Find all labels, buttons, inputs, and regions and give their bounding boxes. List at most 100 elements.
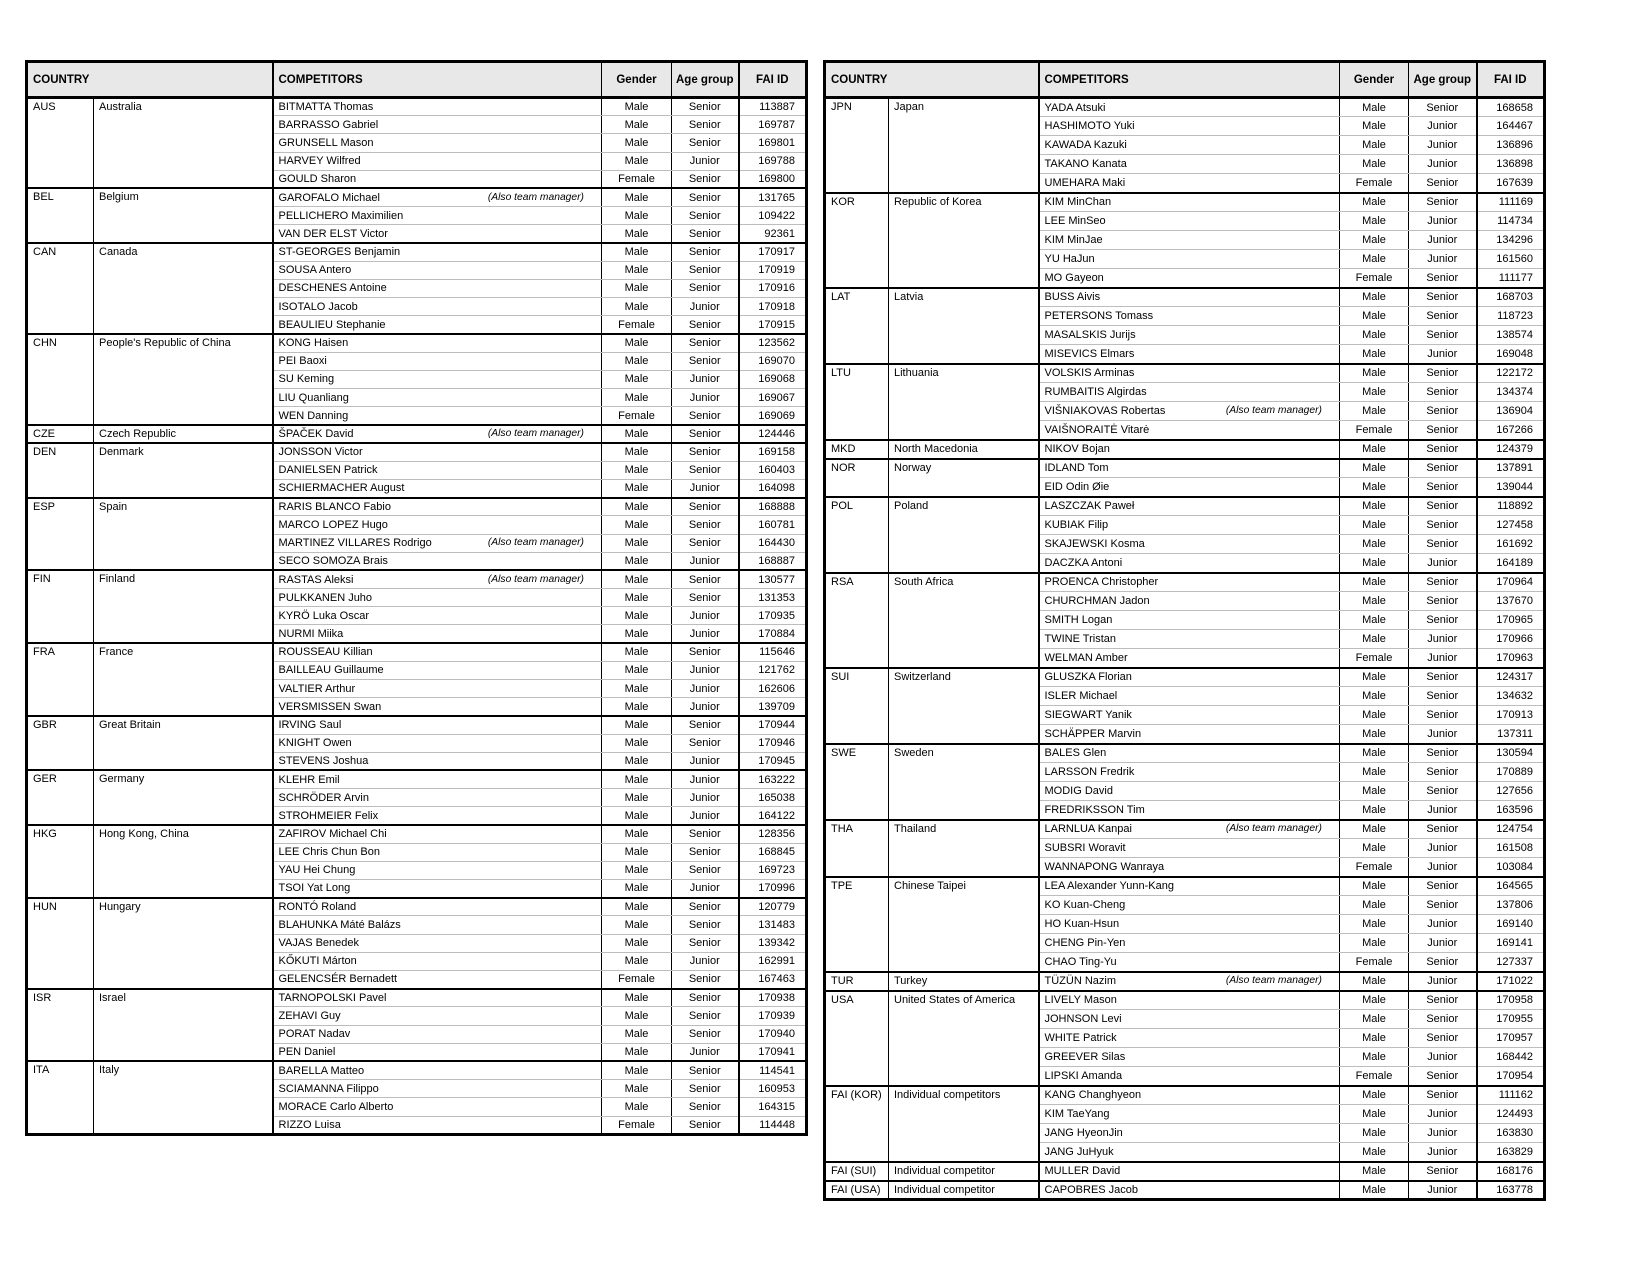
competitor-row: PELLICHERO Maximilien Male Senior 109422 (27, 206, 807, 226)
competitor-name: BEAULIEU Stephanie (278, 318, 386, 331)
competitor-name-cell: ISOTALO Jacob (272, 297, 602, 317)
age-group-cell: Senior (671, 970, 740, 990)
fai-id-cell: 163596 (1476, 800, 1545, 820)
competitor-name: BARRASSO Gabriel (278, 118, 379, 131)
competitor-name: RONTÓ Roland (278, 901, 357, 914)
roster-table-left: COUNTRY COMPETITORS Gender Age group FAI ID A… (25, 60, 808, 1136)
team-manager-note: (Also team manager) (1225, 823, 1322, 835)
age-group-cell: Senior (671, 352, 740, 371)
fai-id-cell: 120779 (738, 896, 807, 917)
competitor-name: IRVING Saul (278, 719, 342, 732)
gender-cell: Female (601, 970, 672, 990)
competitor-row: ESP Spain RARIS BLANCO Fabio Male Senior 1688… (26, 496, 807, 571)
competitor-name: SU Keming (278, 373, 335, 386)
country-name-cell: Republic of Korea (888, 191, 1040, 288)
gender-cell: Male (601, 661, 672, 681)
competitor-name-cell: NURMI Miika (272, 624, 602, 644)
competitor-name: MARTINEZ VILLARES Rodrigo (278, 537, 432, 550)
competitor-row: YU HaJun Male Junior 161560 (825, 249, 1545, 269)
gender-cell: Male (1339, 1179, 1409, 1200)
competitor-name: BITMATTA Thomas (278, 101, 374, 114)
gender-cell: Male (1339, 382, 1409, 402)
competitor-name-cell: TWINE Tristan (1038, 629, 1340, 649)
competitor-name: CHENG Pin-Yen (1044, 937, 1126, 949)
fai-id-cell: 130594 (1476, 742, 1545, 763)
country-name-cell: Norway (888, 457, 1040, 497)
fai-id-cell: 111177 (1476, 268, 1545, 288)
gender-cell: Male (601, 569, 672, 590)
competitor-name-cell: KŐKUTI Márton (272, 952, 602, 972)
fai-id-cell: 114734 (1476, 211, 1545, 231)
competitor-row: DACZKA Antoni Male Junior 164189 (825, 553, 1545, 573)
age-group-cell: Senior (671, 1025, 740, 1044)
fai-id-cell: 118723 (1476, 306, 1545, 326)
fai-id-cell: 164565 (1476, 875, 1545, 896)
gender-cell: Male (601, 241, 672, 262)
fai-id-cell: 170918 (738, 297, 807, 317)
gender-cell: Female (1339, 268, 1409, 288)
team-manager-note: (Also team manager) (487, 537, 584, 549)
competitor-name: TÜZÜN Nazim (1044, 975, 1117, 987)
gender-cell: Female (1339, 173, 1409, 193)
competitor-name: YADA Atsuki (1044, 101, 1106, 114)
competitor-name: MO Gayeon (1044, 271, 1104, 284)
age-group-cell: Senior (1408, 495, 1478, 516)
fai-id-cell: 168887 (738, 552, 807, 571)
competitor-name-cell: CAPOBRES Jacob (1038, 1179, 1340, 1200)
competitor-name-cell: KLEHR Emil (272, 769, 602, 790)
fai-id-cell: 127458 (1476, 515, 1545, 535)
fai-id-cell: 168888 (738, 496, 807, 517)
gender-cell: Male (601, 534, 672, 553)
country-name-cell: France (93, 642, 274, 717)
competitor-name: KIM MinChan (1044, 196, 1112, 209)
gender-cell: Male (1339, 762, 1409, 782)
competitor-name-cell: STEVENS Joshua (272, 752, 602, 771)
team-manager-note: (Also team manager) (1225, 975, 1322, 986)
fai-id-cell: 168176 (1476, 1160, 1545, 1181)
competitor-name-cell: (Also team manager) VIŠNIAKOVAS Robertas (1038, 401, 1340, 421)
gender-cell: Female (1339, 1066, 1409, 1086)
gender-cell: Male (601, 679, 672, 699)
fai-id-cell: 127656 (1476, 781, 1545, 801)
gender-cell: Male (1339, 344, 1409, 364)
competitor-name-cell: PORAT Nadav (272, 1025, 602, 1044)
fai-id-cell: 114448 (738, 1116, 807, 1135)
competitor-name: VERSMISSEN Swan (278, 700, 382, 713)
country-code-cell: GBR (26, 714, 94, 771)
competitor-name: HASHIMOTO Yuki (1044, 120, 1135, 132)
competitor-name-cell: LASZCZAK Paweł (1038, 495, 1340, 516)
competitor-name-cell: ROUSSEAU Killian (272, 642, 602, 662)
gender-cell: Female (601, 315, 672, 335)
gender-cell: Male (1339, 705, 1409, 725)
age-group-cell: Senior (671, 279, 740, 299)
competitor-name-cell: HASHIMOTO Yuki (1038, 116, 1340, 136)
competitor-row: AUS Australia BITMATTA Thomas Male Senior 113… (26, 96, 807, 189)
age-group-cell: Junior (671, 752, 740, 771)
competitor-row: HASHIMOTO Yuki Male Junior 164467 (825, 116, 1545, 136)
gender-cell: Male (1339, 1084, 1409, 1105)
competitor-row: FAI (SUI) Individual competitor MULLER Dav… (824, 1160, 1545, 1181)
competitor-name: VOLSKIS Arminas (1044, 367, 1135, 380)
age-group-cell: Senior (671, 461, 740, 480)
country-name-cell: Belgium (93, 187, 274, 244)
gender-cell: Male (1339, 895, 1409, 915)
age-group-cell: Junior (671, 297, 740, 317)
competitor-name: KŐKUTI Márton (278, 955, 357, 968)
competitor-name-cell: BAILLEAU Guillaume (272, 661, 602, 681)
competitor-row: GRUNSELL Mason Male Senior 169801 (27, 133, 807, 153)
competitor-name-cell: FREDRIKSSON Tim (1038, 800, 1340, 820)
competitor-name: YAU Hei Chung (278, 864, 356, 877)
fai-id-cell: 163829 (1476, 1142, 1545, 1162)
gender-cell: Male (1339, 591, 1409, 611)
competitor-name-cell: MARCO LOPEZ Hugo (272, 515, 602, 535)
fai-id-cell: 128356 (738, 823, 807, 844)
competitor-name: BARELLA Matteo (278, 1064, 365, 1077)
gender-cell: Male (1339, 989, 1409, 1010)
competitor-name: JANG HyeonJin (1044, 1127, 1123, 1139)
fai-id-cell: 124754 (1476, 818, 1545, 839)
competitor-name-cell: BALES Glen (1038, 742, 1340, 763)
competitor-row: LIU Quanliang Male Junior 169067 (27, 388, 807, 408)
competitor-row: WEN Danning Female Senior 169069 (27, 406, 807, 426)
competitor-row: GBR Great Britain IRVING Saul Male Senior 170… (26, 714, 807, 771)
competitor-row: BLAHUNKA Máté Balázs Male Senior 131483 (27, 915, 807, 935)
